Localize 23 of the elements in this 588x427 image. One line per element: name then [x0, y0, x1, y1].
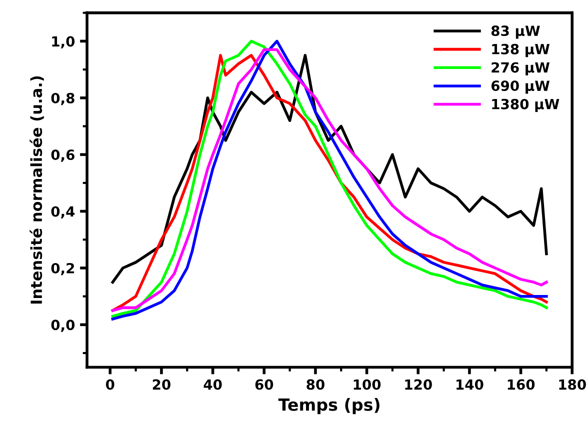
legend-label: 138 µW	[492, 44, 550, 58]
x-tick-label: 20	[152, 379, 170, 390]
legend-label: 276 µW	[492, 62, 550, 76]
y-tick-label: 0,4	[51, 206, 75, 219]
y-tick-label: 0,6	[51, 150, 74, 162]
x-tick-label: 140	[456, 379, 484, 390]
x-tick-label: 120	[405, 379, 432, 390]
legend-label: 1380 µW	[492, 98, 560, 112]
y-tick-label: 0,0	[51, 320, 75, 332]
legend-label: 690 µW	[491, 80, 550, 94]
x-tick-label: 100	[354, 379, 381, 390]
x-tick-label: 40	[204, 379, 222, 390]
y-tick-label: 0,2	[51, 262, 74, 276]
y-tick-label: 1,0	[52, 36, 75, 48]
x-tick-label: 60	[255, 379, 274, 390]
legend-label: 83 µW	[491, 26, 540, 39]
y-tick-label: 0,8	[51, 92, 74, 106]
x-tick-label: 180	[559, 379, 586, 390]
y-axis-title: Intensité normalisée (u.a.)	[30, 76, 44, 304]
x-tick-label: 0	[106, 379, 114, 390]
x-tick-label: 160	[508, 379, 535, 390]
x-tick-label: 80	[306, 379, 324, 390]
x-axis-title: Temps (ps)	[278, 398, 380, 414]
